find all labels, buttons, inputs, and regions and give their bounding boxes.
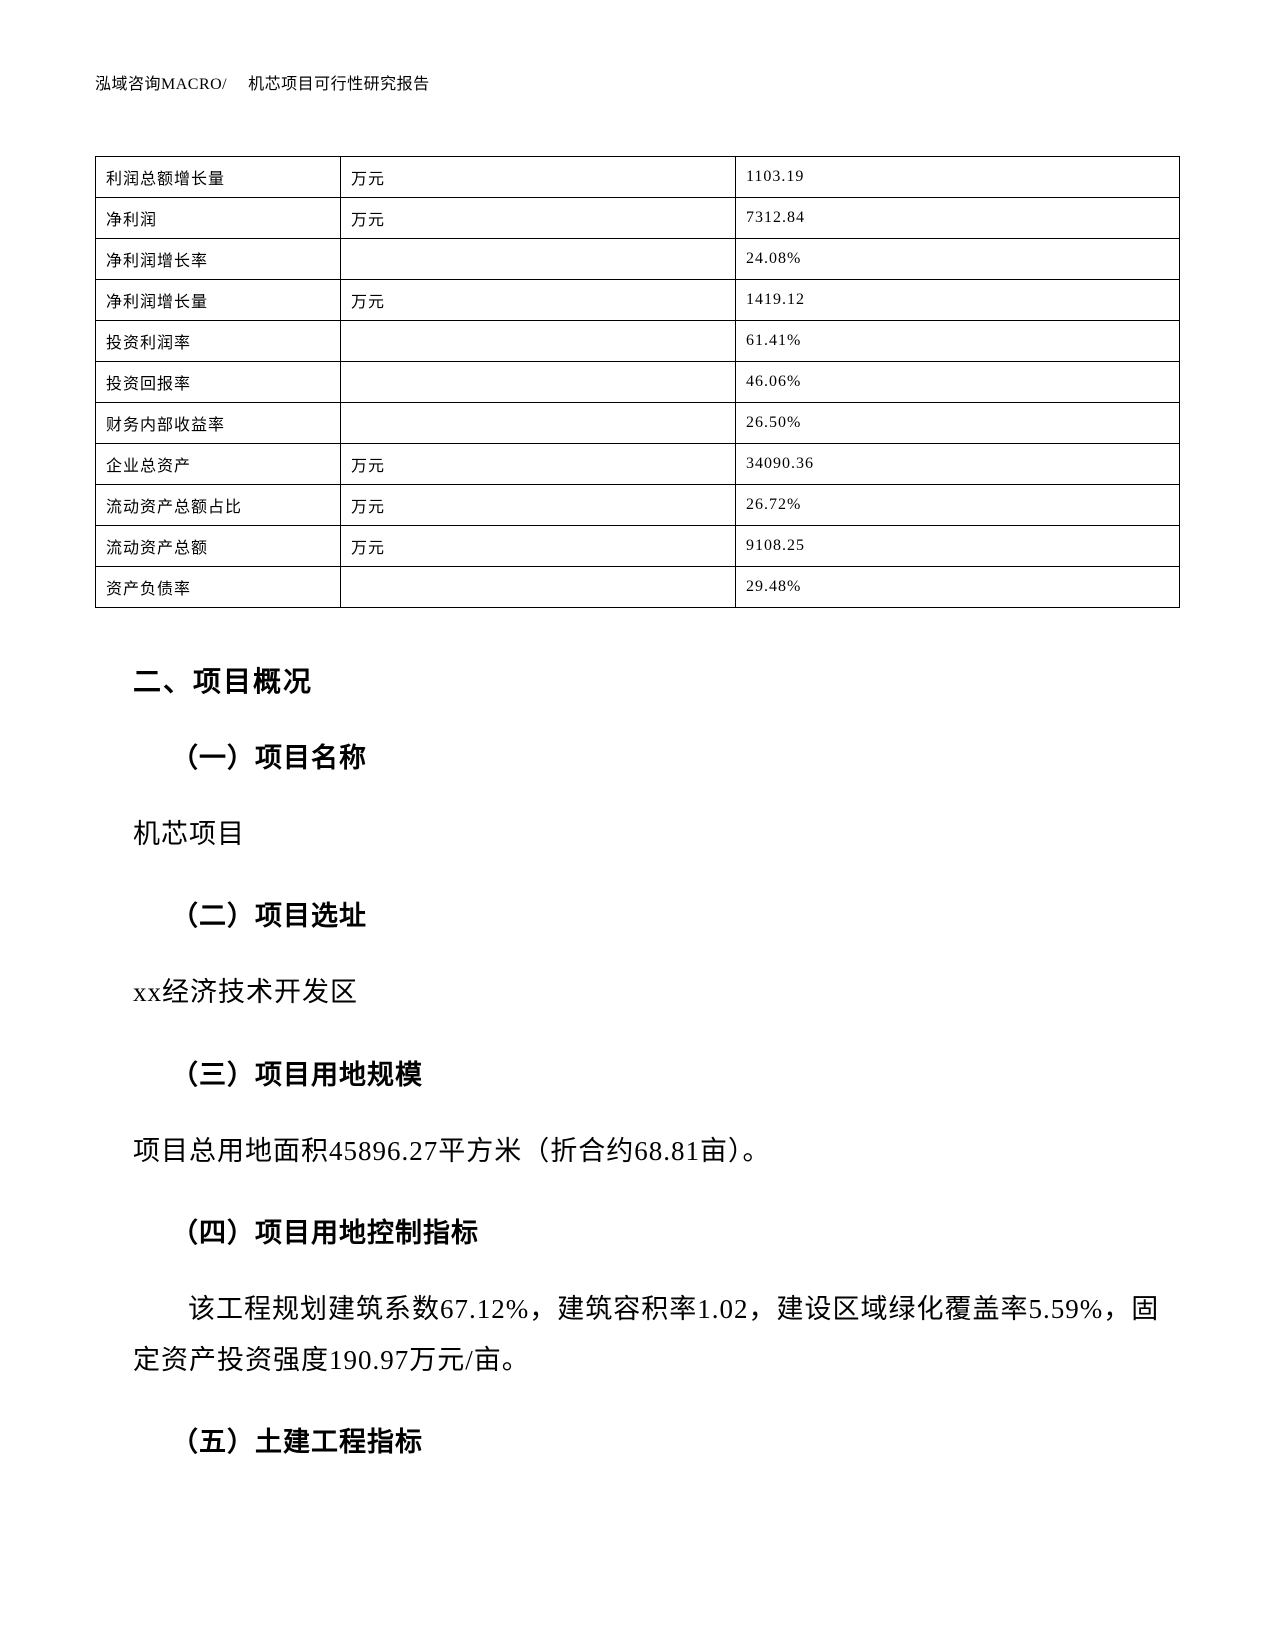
content-section: 二、项目概况 （一）项目名称 机芯项目 （二）项目选址 xx经济技术开发区 （三… — [95, 660, 1180, 1459]
row-value: 7312.84 — [736, 198, 1180, 239]
row-unit: 万元 — [341, 485, 736, 526]
row-label: 利润总额增长量 — [96, 157, 341, 198]
row-label: 净利润增长率 — [96, 239, 341, 280]
table-row: 投资回报率 46.06% — [96, 362, 1180, 403]
row-value: 26.72% — [736, 485, 1180, 526]
subsection-title-2: （二）项目选址 — [133, 894, 1180, 933]
row-label: 流动资产总额 — [96, 526, 341, 567]
table-row: 利润总额增长量 万元 1103.19 — [96, 157, 1180, 198]
subsection-body-3: 项目总用地面积45896.27平方米（折合约68.81亩）。 — [133, 1126, 1180, 1177]
table-row: 净利润 万元 7312.84 — [96, 198, 1180, 239]
row-label: 净利润增长量 — [96, 280, 341, 321]
subsection-title-1: （一）项目名称 — [133, 736, 1180, 775]
subsection-body-2: xx经济技术开发区 — [133, 967, 1180, 1018]
row-value: 46.06% — [736, 362, 1180, 403]
table-row: 企业总资产 万元 34090.36 — [96, 444, 1180, 485]
row-unit: 万元 — [341, 444, 736, 485]
table-row: 净利润增长率 24.08% — [96, 239, 1180, 280]
row-label: 企业总资产 — [96, 444, 341, 485]
subsection-body-1: 机芯项目 — [133, 809, 1180, 860]
section-title: 二、项目概况 — [133, 660, 1180, 700]
row-unit: 万元 — [341, 280, 736, 321]
row-value: 9108.25 — [736, 526, 1180, 567]
row-unit — [341, 403, 736, 444]
row-unit — [341, 239, 736, 280]
subsection-title-4: （四）项目用地控制指标 — [133, 1211, 1180, 1250]
table-row: 净利润增长量 万元 1419.12 — [96, 280, 1180, 321]
row-unit — [341, 567, 736, 608]
row-label: 投资回报率 — [96, 362, 341, 403]
page-header: 泓域咨询MACRO/ 机芯项目可行性研究报告 — [95, 70, 1180, 94]
subsection-title-5: （五）土建工程指标 — [133, 1420, 1180, 1459]
row-value: 34090.36 — [736, 444, 1180, 485]
row-value: 1103.19 — [736, 157, 1180, 198]
row-label: 资产负债率 — [96, 567, 341, 608]
subsection-title-3: （三）项目用地规模 — [133, 1053, 1180, 1092]
page-container: 泓域咨询MACRO/ 机芯项目可行性研究报告 利润总额增长量 万元 1103.1… — [0, 0, 1275, 1588]
row-value: 29.48% — [736, 567, 1180, 608]
row-value: 61.41% — [736, 321, 1180, 362]
table-row: 资产负债率 29.48% — [96, 567, 1180, 608]
financial-data-table: 利润总额增长量 万元 1103.19 净利润 万元 7312.84 净利润增长率… — [95, 156, 1180, 608]
row-unit: 万元 — [341, 198, 736, 239]
row-unit: 万元 — [341, 157, 736, 198]
row-label: 投资利润率 — [96, 321, 341, 362]
table-row: 流动资产总额 万元 9108.25 — [96, 526, 1180, 567]
table-row: 投资利润率 61.41% — [96, 321, 1180, 362]
row-label: 净利润 — [96, 198, 341, 239]
row-unit: 万元 — [341, 526, 736, 567]
table-row: 财务内部收益率 26.50% — [96, 403, 1180, 444]
table-body: 利润总额增长量 万元 1103.19 净利润 万元 7312.84 净利润增长率… — [96, 157, 1180, 608]
row-value: 26.50% — [736, 403, 1180, 444]
row-label: 流动资产总额占比 — [96, 485, 341, 526]
table-row: 流动资产总额占比 万元 26.72% — [96, 485, 1180, 526]
row-value: 24.08% — [736, 239, 1180, 280]
row-unit — [341, 321, 736, 362]
row-label: 财务内部收益率 — [96, 403, 341, 444]
row-unit — [341, 362, 736, 403]
row-value: 1419.12 — [736, 280, 1180, 321]
subsection-body-4: 该工程规划建筑系数67.12%，建筑容积率1.02，建设区域绿化覆盖率5.59%… — [133, 1284, 1180, 1387]
